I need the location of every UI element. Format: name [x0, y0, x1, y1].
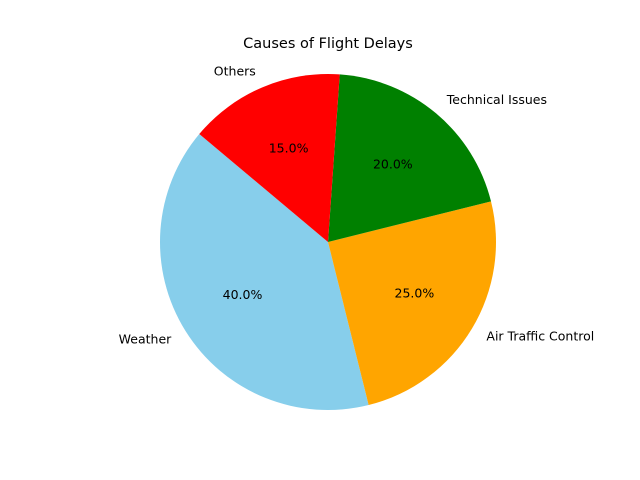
chart-title: Causes of Flight Delays	[243, 36, 413, 52]
pie-slice-others	[199, 74, 340, 242]
slice-label-air-traffic-control: Air Traffic Control	[486, 329, 594, 344]
slice-percent-others: 15.0%	[269, 141, 309, 156]
pie-slice-technical-issues	[328, 74, 492, 242]
pie-slice-air-traffic-control	[328, 201, 496, 406]
pie-labels: Weather 40.0% Air Traffic Control 25.0% Tech…	[119, 63, 595, 346]
slice-label-technical-issues: Technical Issues	[446, 92, 547, 107]
slice-percent-weather: 40.0%	[223, 287, 263, 302]
slice-percent-technical-issues: 20.0%	[373, 156, 413, 171]
slice-label-others: Others	[214, 63, 256, 78]
slice-percent-air-traffic-control: 25.0%	[395, 285, 435, 300]
slice-label-weather: Weather	[119, 331, 172, 346]
pie-slice-weather	[159, 134, 369, 411]
pie-slices	[159, 74, 496, 411]
